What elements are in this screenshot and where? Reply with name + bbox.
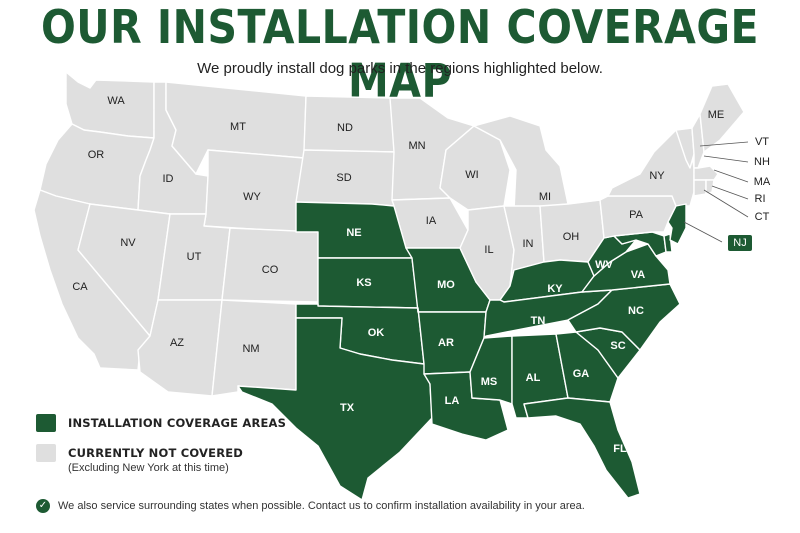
state-label-ut: UT — [187, 251, 202, 263]
state-label-tn: TN — [531, 315, 546, 327]
state-label-mn: MN — [408, 140, 425, 152]
state-shape-tx — [237, 317, 433, 501]
state-label-ri: RI — [755, 193, 766, 205]
state-label-ok: OK — [368, 327, 385, 339]
state-label-ia: IA — [426, 215, 437, 227]
state-label-nj: NJ — [733, 237, 746, 249]
callout-line-nj — [683, 221, 723, 243]
state-shape-ma — [693, 165, 719, 181]
state-label-ca: CA — [72, 281, 88, 293]
state-label-mt: MT — [230, 121, 246, 133]
state-label-wy: WY — [243, 191, 261, 203]
state-label-mo: MO — [437, 279, 455, 291]
state-label-nd: ND — [337, 122, 353, 134]
state-label-ct: CT — [755, 211, 770, 223]
check-circle-icon: ✓ — [36, 499, 50, 513]
callout-line-ct — [703, 189, 749, 218]
state-label-il: IL — [484, 244, 493, 256]
state-shape-md — [613, 231, 667, 257]
state-label-wa: WA — [107, 95, 125, 107]
state-shape-nj — [667, 203, 687, 245]
state-label-wv: WV — [595, 259, 613, 271]
state-label-mi: MI — [539, 191, 551, 203]
footer-note: ✓ We also service surrounding states whe… — [36, 499, 585, 513]
state-label-fl: FL — [613, 443, 627, 455]
state-label-in: IN — [523, 238, 534, 250]
state-label-ms: MS — [481, 376, 498, 388]
state-label-ma: MA — [754, 176, 771, 188]
state-label-va: VA — [631, 269, 646, 281]
callout-line-vt — [699, 141, 749, 147]
state-label-al: AL — [526, 372, 541, 384]
state-label-la: LA — [445, 395, 460, 407]
state-shape-nc — [567, 283, 681, 351]
legend-covered-label: INSTALLATION COVERAGE AREAS — [68, 416, 287, 430]
state-label-tx: TX — [340, 402, 355, 414]
state-shape-ct — [693, 179, 707, 197]
state-label-or: OR — [88, 149, 105, 161]
page-subtitle: We proudly install dog parks in the regi… — [197, 60, 603, 77]
legend-item-not-covered: CURRENTLY NOT COVERED — [36, 444, 286, 462]
state-shape-ri — [705, 179, 715, 195]
state-label-ga: GA — [573, 368, 590, 380]
covered-swatch — [36, 414, 56, 432]
callout-line-ma — [713, 169, 749, 183]
legend-not-covered-label: CURRENTLY NOT COVERED — [68, 446, 244, 460]
state-shape-me — [699, 83, 745, 153]
callout-line-ri — [711, 185, 749, 200]
nj-callout-box — [728, 235, 752, 251]
state-shape-fl — [523, 397, 641, 499]
state-label-co: CO — [262, 264, 279, 276]
state-label-sc: SC — [610, 340, 625, 352]
state-label-vt: VT — [755, 136, 769, 148]
state-label-pa: PA — [629, 209, 644, 221]
state-label-nv: NV — [120, 237, 136, 249]
state-label-ks: KS — [356, 277, 371, 289]
legend-not-covered-note: (Excluding New York at this time) — [68, 462, 229, 474]
state-label-oh: OH — [563, 231, 580, 243]
state-label-id: ID — [163, 173, 174, 185]
state-label-ky: KY — [547, 283, 563, 295]
state-label-ar: AR — [438, 337, 454, 349]
state-label-ny: NY — [649, 170, 665, 182]
state-label-nc: NC — [628, 305, 644, 317]
state-label-wi: WI — [465, 169, 478, 181]
not-covered-swatch — [36, 444, 56, 462]
map-legend: INSTALLATION COVERAGE AREAS CURRENTLY NO… — [36, 414, 286, 471]
footer-text: We also service surrounding states when … — [58, 500, 585, 512]
state-shape-mi — [473, 115, 569, 211]
state-label-nh: NH — [754, 156, 770, 168]
page-title: OUR INSTALLATION COVERAGE MAP — [40, 0, 760, 108]
state-label-me: ME — [708, 109, 725, 121]
legend-item-covered: INSTALLATION COVERAGE AREAS — [36, 414, 286, 432]
callout-line-nh — [703, 155, 749, 163]
state-label-sd: SD — [336, 172, 351, 184]
state-label-ne: NE — [346, 227, 361, 239]
state-label-az: AZ — [170, 337, 184, 349]
state-shape-vt — [675, 127, 695, 169]
state-label-nm: NM — [242, 343, 259, 355]
